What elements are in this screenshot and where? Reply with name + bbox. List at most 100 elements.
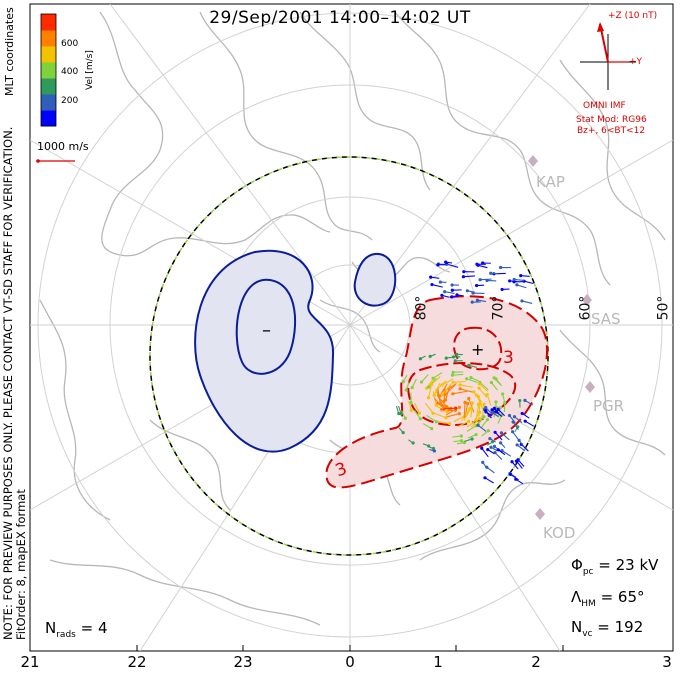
velocity-vector <box>497 407 501 418</box>
scale-vector-label: 1000 m/s <box>37 140 89 153</box>
velocity-vector <box>426 414 437 423</box>
velocity-vector-origin <box>440 293 444 297</box>
nvc-subscript: vc <box>582 629 593 639</box>
velocity-vector-origin <box>475 262 479 266</box>
velocity-vector-origin <box>432 393 436 397</box>
velocity-vector-origin <box>401 380 405 384</box>
vector-count: Nvc = 192 <box>571 618 643 639</box>
velocity-vector <box>516 444 526 452</box>
hm-latitude: ΛHM = 65° <box>571 588 645 609</box>
velocity-vector <box>436 394 448 408</box>
station-kap: KAP <box>536 173 565 191</box>
velocity-vector-origin <box>518 398 522 403</box>
velocity-vector <box>431 376 441 385</box>
imf-source: OMNI IMF <box>583 101 626 111</box>
velocity-vector <box>516 284 527 289</box>
velocity-vector <box>428 377 437 388</box>
velocity-vector-origin <box>444 260 448 264</box>
velocity-vector-origin <box>482 402 486 407</box>
velocity-vector-origin <box>476 423 480 427</box>
velocity-vector <box>459 384 473 388</box>
lambda-symbol: Λ <box>571 588 582 606</box>
velocity-vector <box>461 408 471 421</box>
velocity-vector-origin <box>490 410 494 415</box>
velocity-vector <box>437 389 441 404</box>
velocity-vector <box>484 477 494 484</box>
velocity-vector-origin <box>450 283 454 287</box>
velocity-vector <box>479 382 489 391</box>
lambda-value: = 65° <box>595 588 645 606</box>
mlt-tick-0: 0 <box>345 653 355 671</box>
latitude-label-80: 80° <box>413 295 430 321</box>
velocity-vector-origin <box>511 430 515 434</box>
velocity-vector-origin <box>510 460 514 464</box>
velocity-vector <box>477 424 487 432</box>
velocity-vector-origin <box>455 352 459 357</box>
velocity-vector-origin <box>492 406 496 410</box>
velocity-vector-origin <box>488 437 492 441</box>
velocity-vector-origin <box>477 382 481 386</box>
nrads-subscript: rads <box>56 630 76 640</box>
velocity-vector-origin <box>432 449 437 453</box>
velocity-vector-origin <box>489 271 493 275</box>
coastline <box>39 11 666 626</box>
velocity-vector-origin <box>404 388 408 392</box>
velocity-vector-origin <box>467 363 471 367</box>
velocity-vector-origin <box>494 400 498 404</box>
velocity-vector-origin <box>443 393 447 397</box>
imf-model: Stat Mod: RG96 <box>576 115 647 125</box>
velocity-vector <box>476 404 480 418</box>
negative-cell-outer <box>194 249 335 453</box>
velocity-vector <box>480 278 492 281</box>
positive-extremum-marker: + <box>471 340 485 359</box>
station-kod: KOD <box>543 524 576 542</box>
velocity-vector-origin <box>459 439 464 443</box>
velocity-vector-origin <box>444 356 448 360</box>
velocity-vector-origin <box>451 370 455 374</box>
velocity-vector-origin <box>459 434 463 438</box>
velocity-vector-origin <box>471 291 475 295</box>
negative-cell-small <box>353 252 397 307</box>
positive-contour-label: 3 <box>503 348 514 368</box>
velocity-vector <box>470 377 482 383</box>
velocity-vector <box>446 263 459 268</box>
velocity-vector-origin <box>515 443 519 447</box>
velocity-vector-origin <box>431 446 436 451</box>
negative-cell-inner <box>235 278 297 375</box>
velocity-vector-origin <box>409 408 413 412</box>
velocity-vector-origin <box>455 293 459 297</box>
station-markers <box>528 155 595 520</box>
velocity-vector <box>466 378 478 384</box>
velocity-vector-origin <box>411 441 415 445</box>
velocity-vector <box>459 388 474 393</box>
velocity-vector <box>524 420 535 427</box>
velocity-vector-origin <box>500 392 505 396</box>
map-title: 29/Sep/2001 14:00–14:02 UT <box>209 8 471 28</box>
velocity-vector-origin <box>486 448 490 452</box>
velocity-vector-origin <box>403 416 407 420</box>
velocity-vector-origin <box>465 289 469 293</box>
velocity-vector-origin <box>515 283 519 287</box>
positive-cell-inner <box>453 326 503 371</box>
velocity-vector-origin <box>483 476 487 480</box>
mlt-tick-23: 23 <box>233 653 253 671</box>
velocity-vector-origin <box>499 441 503 445</box>
preview-note: NOTE: FOR PREVIEW PURPOSES ONLY. PLEASE … <box>1 126 15 640</box>
velocity-vector-origin <box>397 411 401 416</box>
velocity-vector-origin <box>443 290 447 294</box>
colorbar-segment <box>41 46 56 63</box>
velocity-vector-origin <box>409 401 413 405</box>
velocity-vector <box>471 418 480 428</box>
velocity-vector <box>431 284 443 288</box>
velocity-vector <box>414 403 420 414</box>
velocity-vector <box>512 431 519 440</box>
mlt-tick-2: 2 <box>531 653 541 671</box>
velocity-vectors <box>395 260 535 485</box>
velocity-vector-origin <box>523 419 527 423</box>
velocity-vector <box>481 447 489 458</box>
velocity-vector <box>453 380 466 383</box>
velocity-vector-origin <box>440 383 444 387</box>
velocity-vector-origin <box>451 355 456 359</box>
velocity-vector-origin <box>438 402 442 406</box>
velocity-vector-origin <box>492 444 497 448</box>
